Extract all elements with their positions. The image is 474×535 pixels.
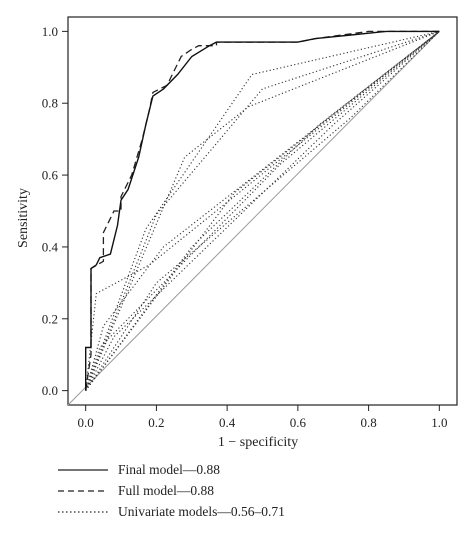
x-tick-label: 0.0: [78, 415, 94, 430]
univariate-roc-curve-6: [85, 30, 440, 391]
legend-dotted-line-swatch: [58, 510, 108, 513]
univariate-roc-curve-10: [85, 30, 440, 391]
legend-solid-line-swatch: [58, 468, 108, 471]
y-tick-label: 0.0: [42, 383, 58, 398]
x-tick-label: 0.8: [360, 415, 376, 430]
legend-item-full-model: Full model—0.88: [58, 480, 285, 501]
univariate-roc-curve-9: [85, 30, 440, 391]
legend-item-univariate-models: Univariate models—0.56–0.71: [58, 501, 285, 522]
y-tick-label: 0.6: [42, 168, 59, 183]
axis-ticks: 0.0 0.2 0.4 0.6 0.8 1.0 0.0 0.2 0.4 0.6 0.8 1.0: [42, 24, 448, 430]
legend-label-final-model: Final model—0.88: [118, 461, 220, 477]
y-tick-label: 0.2: [42, 311, 58, 326]
legend-label-full-model: Full model—0.88: [118, 482, 215, 498]
y-tick-label: 0.4: [42, 239, 59, 254]
x-tick-label: 0.4: [219, 415, 236, 430]
univariate-roc-curve-4: [85, 30, 440, 391]
plot-area: [67, 16, 458, 406]
legend-label-univariate-models: Univariate models—0.56–0.71: [118, 503, 285, 519]
univariate-roc-curve-8: [85, 31, 440, 391]
reference-diagonal-line: [67, 31, 440, 406]
univariate-roc-curve-7: [85, 30, 440, 391]
y-axis-title: Sensitivity: [16, 188, 31, 248]
legend-dashed-line-swatch: [58, 489, 108, 492]
x-tick-label: 0.2: [148, 415, 164, 430]
x-tick-label: 0.6: [290, 415, 307, 430]
y-tick-label: 0.8: [42, 96, 58, 111]
plot-frame: [67, 16, 458, 406]
x-tick-label: 1.0: [431, 415, 447, 430]
final-model-roc-curve: [84, 30, 440, 391]
legend-item-final-model: Final model—0.88: [58, 459, 285, 480]
univariate-roc-curve-3: [85, 30, 440, 391]
y-tick-label: 1.0: [42, 24, 58, 39]
x-axis-title: 1 − specificity: [218, 435, 298, 450]
univariate-roc-curve-1: [85, 30, 440, 391]
legend: Final model—0.88 Full model—0.88 Univari…: [58, 459, 285, 522]
